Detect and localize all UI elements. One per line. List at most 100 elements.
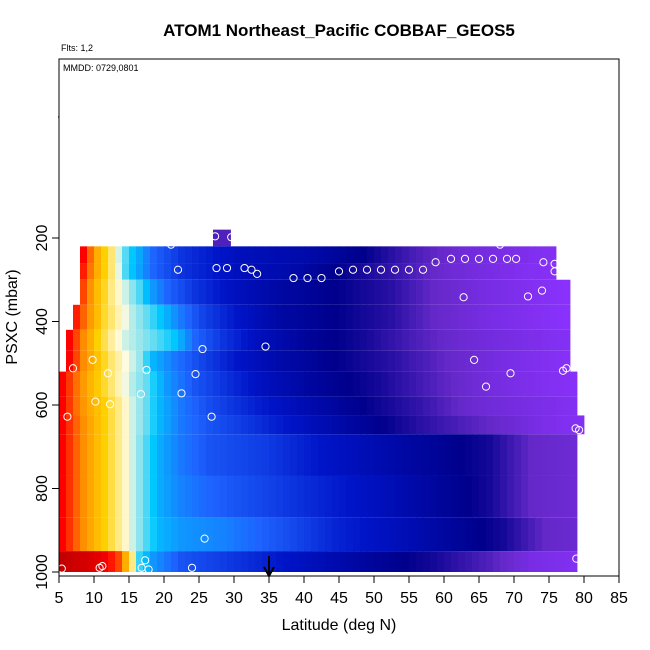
heatmap-cell (465, 350, 473, 372)
heatmap-cell (262, 371, 270, 397)
arrow-head (263, 566, 275, 579)
heatmap-cell (297, 279, 305, 305)
x-tick-label: 35 (260, 590, 278, 607)
observation-point (95, 563, 104, 572)
heatmap-cell (311, 304, 319, 330)
heatmap-cell (409, 279, 417, 305)
heatmap-cell (185, 350, 193, 372)
observation-point (362, 265, 372, 274)
heatmap-cell (535, 551, 543, 572)
heatmap-cell (143, 246, 151, 264)
heatmap-cell (248, 517, 256, 552)
heatmap-cell (367, 279, 375, 305)
x-tick-label: 25 (190, 590, 208, 607)
heatmap-cell (381, 279, 389, 305)
heatmap-cell (269, 475, 277, 518)
heatmap-cell (367, 246, 375, 264)
heatmap-cell (374, 350, 382, 372)
heatmap-cell (388, 350, 396, 372)
heatmap-cell (451, 304, 459, 330)
heatmap-cell (444, 304, 452, 330)
heatmap-cell (164, 415, 172, 435)
heatmap-cell (430, 396, 438, 416)
observation-point (103, 369, 113, 378)
heatmap-cell (143, 415, 151, 435)
heatmap-cell (262, 329, 270, 351)
heatmap-cell (255, 551, 263, 572)
heatmap-cell (353, 475, 361, 518)
heatmap-cell (262, 517, 270, 552)
heatmap-cell (269, 396, 277, 416)
heatmap-cell (535, 304, 543, 330)
heatmap-cell (444, 415, 452, 435)
x-tick-label: 75 (540, 590, 558, 607)
heatmap-cell (556, 517, 564, 552)
heatmap-cell (192, 350, 200, 372)
heatmap-cell (465, 304, 473, 330)
heatmap-cell (171, 475, 179, 518)
heatmap-cell (199, 396, 207, 416)
heatmap-cell (269, 246, 277, 264)
heatmap-cell (374, 415, 382, 435)
heatmap-cell (108, 246, 116, 264)
observation-point (187, 563, 197, 572)
heatmap-cell (276, 415, 284, 435)
heatmap-cell (157, 434, 165, 476)
heatmap-cell (486, 263, 494, 280)
heatmap-cell (80, 246, 88, 264)
heatmap-cell (129, 475, 137, 518)
heatmap-cell (542, 263, 550, 280)
heatmap-cell (437, 246, 445, 264)
heatmap-cell (367, 551, 375, 572)
heatmap-cell (374, 371, 382, 397)
heatmap-cell (437, 263, 445, 280)
heatmap-cell (416, 371, 424, 397)
heatmap-cell (318, 517, 326, 552)
heatmap-cell (423, 279, 431, 305)
heatmap-cell (514, 396, 522, 416)
heatmap-cell (220, 304, 228, 330)
heatmap-cell (360, 434, 368, 476)
heatmap-cell (395, 415, 403, 435)
heatmap-cell (500, 475, 508, 518)
heatmap-cell (171, 396, 179, 416)
heatmap-cell (402, 396, 410, 416)
heatmap-cell (143, 329, 151, 351)
observation-point (404, 265, 414, 274)
heatmap-cell (185, 415, 193, 435)
heatmap-cell (59, 517, 67, 552)
heatmap-cell (374, 279, 382, 305)
heatmap-cell (444, 434, 452, 476)
heatmap-cell (311, 246, 319, 264)
heatmap-cell (563, 329, 571, 351)
heatmap-cell (346, 415, 354, 435)
heatmap-cell (108, 517, 116, 552)
heatmap-cell (213, 517, 221, 552)
heatmap-cell (255, 279, 263, 305)
heatmap-cell (556, 329, 564, 351)
heatmap-cell (80, 517, 88, 552)
heatmap-cell (570, 434, 578, 476)
heatmap-cell (290, 246, 298, 264)
heatmap-cell (381, 415, 389, 435)
heatmap-cell (283, 304, 291, 330)
heatmap-cell (402, 304, 410, 330)
observation-point (200, 534, 209, 543)
heatmap-cell (311, 517, 319, 552)
heatmap-cell (521, 475, 529, 518)
heatmap-cell (136, 475, 144, 518)
heatmap-cell (472, 350, 480, 372)
heatmap-cell (199, 434, 207, 476)
heatmap-cell (374, 329, 382, 351)
heatmap-cell (185, 551, 193, 572)
heatmap-cell (185, 279, 193, 305)
heatmap-cell (339, 396, 347, 416)
heatmap-cell (94, 350, 102, 372)
heatmap-cell (227, 304, 235, 330)
heatmap-cell (66, 475, 74, 518)
heatmap-cell (472, 434, 480, 476)
heatmap-cell (304, 415, 312, 435)
heatmap-cell (108, 350, 116, 372)
heatmap-cell (402, 434, 410, 476)
heatmap-cell (332, 279, 340, 305)
